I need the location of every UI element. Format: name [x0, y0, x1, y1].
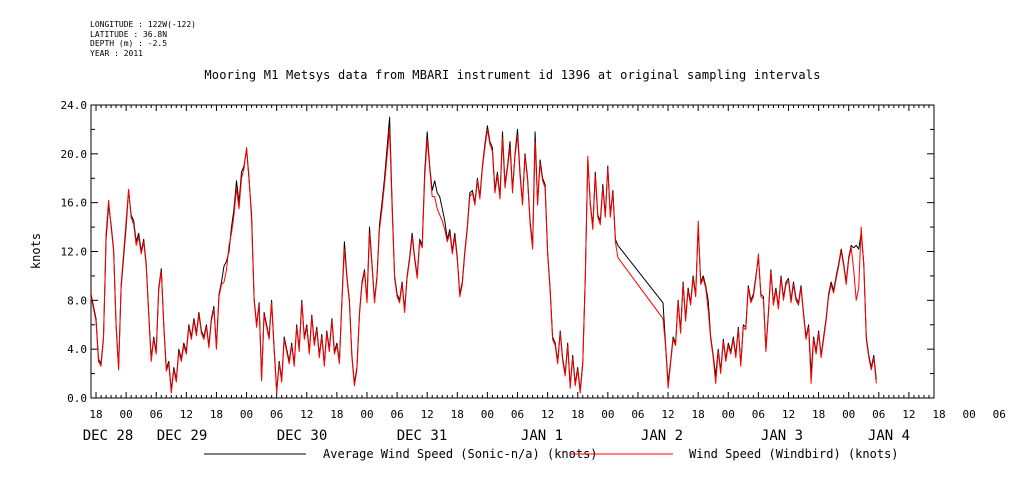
x-day-label: DEC 28 — [83, 428, 134, 444]
x-day-label: DEC 30 — [277, 428, 328, 444]
x-tick-label: 06 — [390, 408, 403, 421]
y-tick-label: 16.0 — [61, 197, 88, 210]
x-day-label: JAN 3 — [761, 428, 803, 444]
x-tick-label: 12 — [180, 408, 193, 421]
x-day-label: JAN 1 — [521, 428, 563, 444]
x-tick-label: 12 — [541, 408, 554, 421]
x-tick-label: 18 — [571, 408, 584, 421]
y-tick-labels: 0.0 4.0 8.0 12.0 16.0 20.0 24.0 — [61, 99, 88, 405]
x-tick-label: 06 — [511, 408, 524, 421]
y-tick-label: 20.0 — [61, 148, 88, 161]
y-tick-label: 0.0 — [67, 392, 87, 405]
x-day-label: JAN 2 — [641, 428, 683, 444]
plot-frame — [90, 104, 935, 399]
x-tick-label: 12 — [300, 408, 313, 421]
x-tick-label: 18 — [932, 408, 945, 421]
x-tick-label: 06 — [752, 408, 765, 421]
x-tick-label: 00 — [360, 408, 373, 421]
x-tick-labels: 18 00 06 12 18 00 06 12 18 00 06 12 18 00 06 12 18 00 06 12… — [89, 408, 1006, 421]
x-tick-label: 00 — [601, 408, 614, 421]
x-tick-label: 12 — [421, 408, 434, 421]
x-tick-label: 00 — [722, 408, 735, 421]
x-tick-label: 00 — [842, 408, 855, 421]
axis-ticks — [90, 104, 935, 399]
x-tick-label: 00 — [481, 408, 494, 421]
x-day-label: DEC 31 — [397, 428, 448, 444]
meta-year: YEAR : 2011 — [90, 48, 143, 58]
x-tick-label: 06 — [631, 408, 644, 421]
x-tick-label: 06 — [872, 408, 885, 421]
y-tick-label: 24.0 — [61, 99, 88, 112]
x-day-label: DEC 29 — [157, 428, 208, 444]
x-tick-label: 00 — [963, 408, 976, 421]
x-tick-label: 18 — [812, 408, 825, 421]
x-day-labels: DEC 28 DEC 29 DEC 30 DEC 31 JAN 1 JAN 2 JAN 3 J… — [83, 428, 910, 444]
meta-longitude: LONGITUDE : 122W(-122) — [90, 20, 196, 29]
x-tick-label: 18 — [451, 408, 464, 421]
x-tick-label: 12 — [902, 408, 915, 421]
meta-depth: DEPTH (m) : -2.5 — [90, 39, 168, 48]
y-tick-label: 8.0 — [67, 294, 87, 307]
meta-latitude: LATITUDE : 36.8N — [90, 29, 168, 39]
x-tick-label: 18 — [210, 408, 223, 421]
chart-title: Mooring M1 Metsys data from MBARI instru… — [204, 68, 821, 82]
legend-label-windbird-wind-speed: Wind Speed (Windbird) (knots) — [689, 447, 899, 461]
x-tick-label: 06 — [150, 408, 163, 421]
legend: Average Wind Speed (Sonic-n/a) (knots) W… — [204, 447, 899, 461]
x-day-label: JAN 4 — [868, 428, 910, 444]
y-tick-label: 12.0 — [61, 246, 88, 259]
metadata-block: LONGITUDE : 122W(-122) LATITUDE : 36.8N … — [90, 20, 196, 58]
x-tick-label: 06 — [993, 408, 1006, 421]
series-windbird-wind-speed-line — [90, 128, 877, 394]
x-tick-label: 12 — [782, 408, 795, 421]
x-tick-label: 00 — [240, 408, 253, 421]
legend-label-average-wind-speed: Average Wind Speed (Sonic-n/a) (knots) — [323, 447, 598, 461]
x-tick-label: 18 — [330, 408, 343, 421]
x-tick-label: 00 — [120, 408, 133, 421]
x-tick-label: 12 — [661, 408, 674, 421]
x-tick-label: 18 — [89, 408, 102, 421]
x-tick-label: 18 — [692, 408, 705, 421]
series-lines — [90, 116, 877, 394]
y-axis-label: knots — [29, 233, 43, 269]
y-tick-label: 4.0 — [67, 343, 87, 356]
x-tick-label: 06 — [270, 408, 283, 421]
